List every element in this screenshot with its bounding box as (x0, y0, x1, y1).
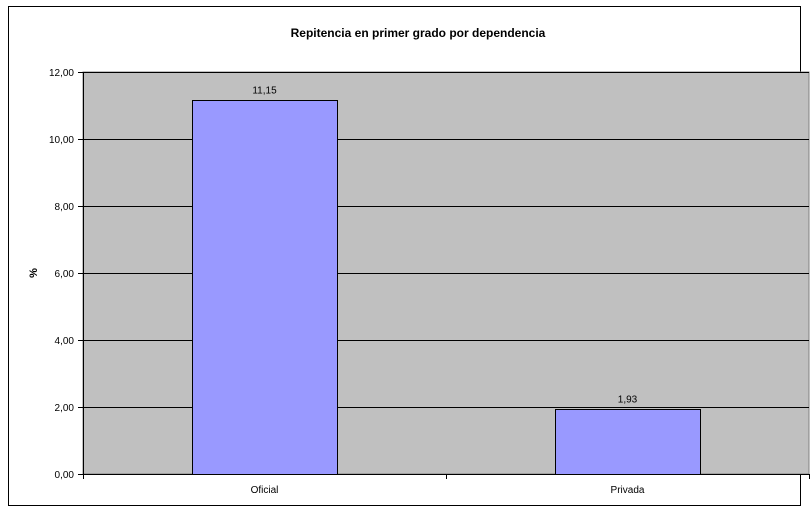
chart-title: Repitencia en primer grado por dependenc… (291, 26, 546, 40)
y-tick-labels: 0,00 2,00 4,00 6,00 8,00 10,00 12,00 (49, 68, 74, 481)
y-tick-label: 8,00 (55, 202, 75, 213)
y-tick-label: 10,00 (49, 135, 74, 146)
y-tick-label: 0,00 (55, 470, 75, 481)
y-tick-label: 2,00 (55, 403, 75, 414)
data-label: 11,15 (252, 85, 277, 96)
bar-privada (555, 409, 701, 475)
axes (78, 72, 810, 479)
bar-oficial (192, 100, 338, 475)
value-labels: 11,15 1,93 (252, 85, 637, 405)
y-axis-label: % (28, 268, 40, 278)
y-tick-label: 12,00 (49, 68, 74, 79)
x-tick-label: Privada (611, 485, 645, 496)
bars (192, 100, 701, 475)
x-tick-labels: Oficial Privada (251, 485, 645, 496)
y-tick-label: 6,00 (55, 269, 75, 280)
y-tick-label: 4,00 (55, 336, 75, 347)
x-tick-label: Oficial (251, 485, 279, 496)
data-label: 1,93 (618, 394, 638, 405)
